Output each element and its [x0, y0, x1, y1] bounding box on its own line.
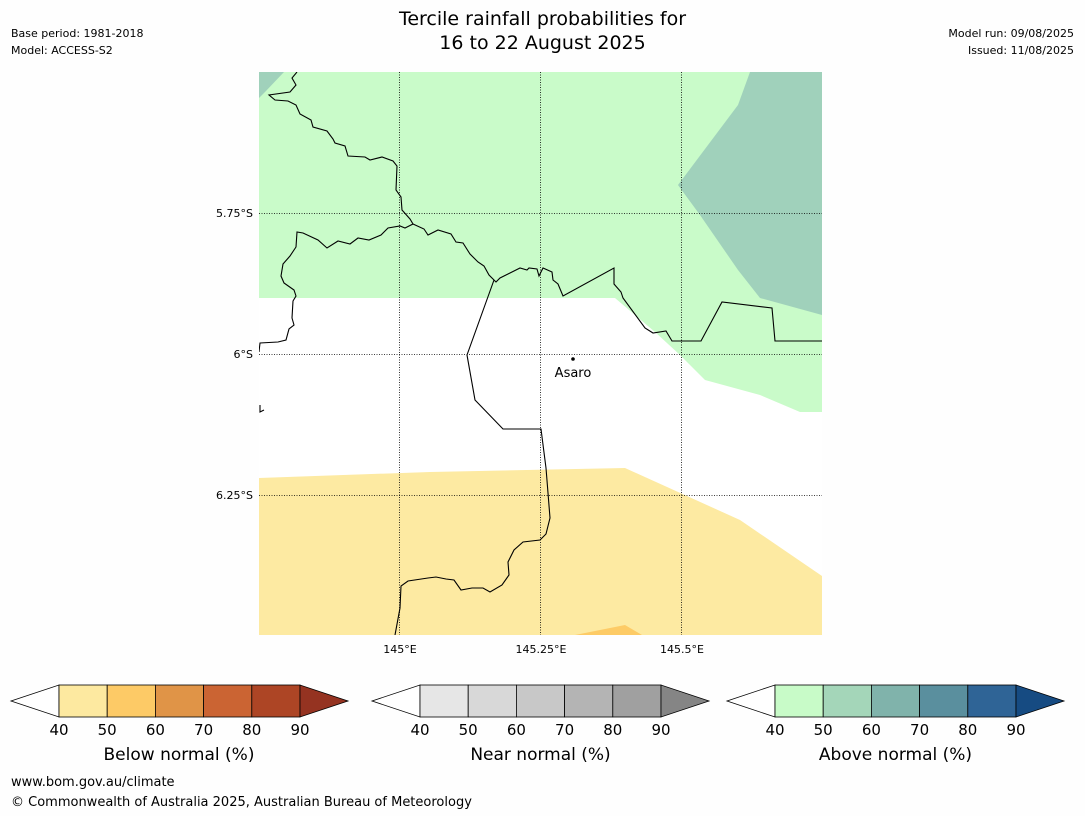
colorbar-near-tick-label: 60 [507, 721, 526, 739]
base-period-text: Base period: 1981-2018 [11, 27, 144, 40]
colorbar-below-tick-label: 70 [194, 721, 213, 739]
above-normal-50-60-corner [259, 72, 284, 98]
lon-label-145-5: 145.5°E [660, 643, 704, 656]
colorbar-below-tick-label: 40 [49, 721, 68, 739]
colorbar-below-extend-low [9, 684, 60, 718]
colorbar-below-tick-label: 90 [290, 721, 309, 739]
colorbar-above-extend-high [1015, 684, 1066, 718]
colorbar-title-below: Below normal (%) [103, 745, 255, 765]
metadata-right: Model run: 09/08/2025 Issued: 11/08/2025 [948, 25, 1074, 59]
colorbar-near-tick-label: 80 [603, 721, 622, 739]
colorbar-above-segment [967, 684, 1017, 718]
colorbar-above-tick-label: 90 [1006, 721, 1025, 739]
title-line-2: 16 to 22 August 2025 [439, 32, 646, 54]
map-area [259, 72, 822, 635]
colorbar-below-extend-high [299, 684, 350, 718]
colorbar-near-extend-high [660, 684, 711, 718]
colorbar-above-tick-label: 70 [910, 721, 929, 739]
colorbar-below-segment [203, 684, 253, 718]
model-text: Model: ACCESS-S2 [11, 44, 113, 57]
colorbar-near-extend-low [370, 684, 421, 718]
colorbar-near-segment [467, 684, 517, 718]
boundary-fragment [259, 405, 265, 413]
place-label-asaro: Asaro [555, 366, 592, 381]
colorbar-title-near: Near normal (%) [470, 745, 611, 765]
colorbar-near-tick-label: 90 [651, 721, 670, 739]
colorbar-above-segment [774, 684, 824, 718]
page-title: Tercile rainfall probabilities for 16 to… [0, 7, 1085, 55]
colorbar-below-tick-label: 80 [242, 721, 261, 739]
boundary-north [259, 72, 414, 353]
colorbar-near-segment [564, 684, 614, 718]
asaro-marker [571, 357, 575, 361]
colorbar-below-segment [106, 684, 156, 718]
colorbar-above-tick-label: 40 [765, 721, 784, 739]
colorbar-above-normal: 40 50 60 70 80 90 [725, 684, 1066, 739]
colorbar-below-normal: 40 50 60 70 80 90 [9, 684, 350, 739]
below-normal-50-60-region [575, 625, 642, 635]
axis-labels: 5.75°S 6°S 6.25°S 145°E 145.25°E 145.5°E [216, 207, 704, 656]
colorbar-above-tick-label: 50 [814, 721, 833, 739]
colorbar-near-tick-label: 70 [555, 721, 574, 739]
footer-copyright: © Commonwealth of Australia 2025, Austra… [11, 795, 472, 810]
colorbar-below-segment [58, 684, 108, 718]
lat-label-6: 6°S [234, 348, 253, 361]
colorbar-legends: 40 50 60 70 80 90 40 50 60 70 80 90 40 50 60 70 80 90 [9, 684, 1066, 739]
metadata-left: Base period: 1981-2018 Model: ACCESS-S2 [11, 25, 143, 59]
boundary-south [394, 279, 551, 635]
colorbar-above-extend-low [725, 684, 776, 718]
colorbar-near-tick-label: 40 [410, 721, 429, 739]
title-line-1: Tercile rainfall probabilities for [398, 8, 687, 30]
colorbar-title-above: Above normal (%) [818, 745, 973, 765]
colorbar-above-tick-label: 80 [958, 721, 977, 739]
lat-label-5-75: 5.75°S [216, 207, 253, 220]
colorbar-below-tick-label: 60 [146, 721, 165, 739]
above-normal-50-60-region [678, 72, 822, 315]
colorbar-near-tick-label: 50 [459, 721, 478, 739]
model-run-text: Model run: 09/08/2025 [948, 27, 1074, 40]
map-figure: Asaro 5.75°S 6°S 6.25°S 145°E 145.25°E 1… [216, 72, 822, 656]
colorbar-below-tick-label: 50 [98, 721, 117, 739]
colorbar-above-segment [871, 684, 921, 718]
colorbar-below-segment [251, 684, 301, 718]
issued-text: Issued: 11/08/2025 [967, 44, 1074, 57]
colorbar-above-tick-label: 60 [862, 721, 881, 739]
colorbar-below-segment [154, 684, 204, 718]
province-boundaries [259, 72, 822, 635]
colorbar-near-segment [612, 684, 662, 718]
colorbar-near-segment [516, 684, 566, 718]
colorbar-near-segment [419, 684, 469, 718]
colorbar-above-segment [822, 684, 872, 718]
boundary-ridge [412, 223, 822, 342]
footer-url: www.bom.gov.au/climate [11, 775, 175, 790]
colorbar-near-normal: 40 50 60 70 80 90 [370, 684, 711, 739]
lat-label-6-25: 6.25°S [216, 489, 253, 502]
colorbar-above-segment [919, 684, 969, 718]
lon-label-145-25: 145.25°E [516, 643, 567, 656]
lon-label-145: 145°E [383, 643, 416, 656]
